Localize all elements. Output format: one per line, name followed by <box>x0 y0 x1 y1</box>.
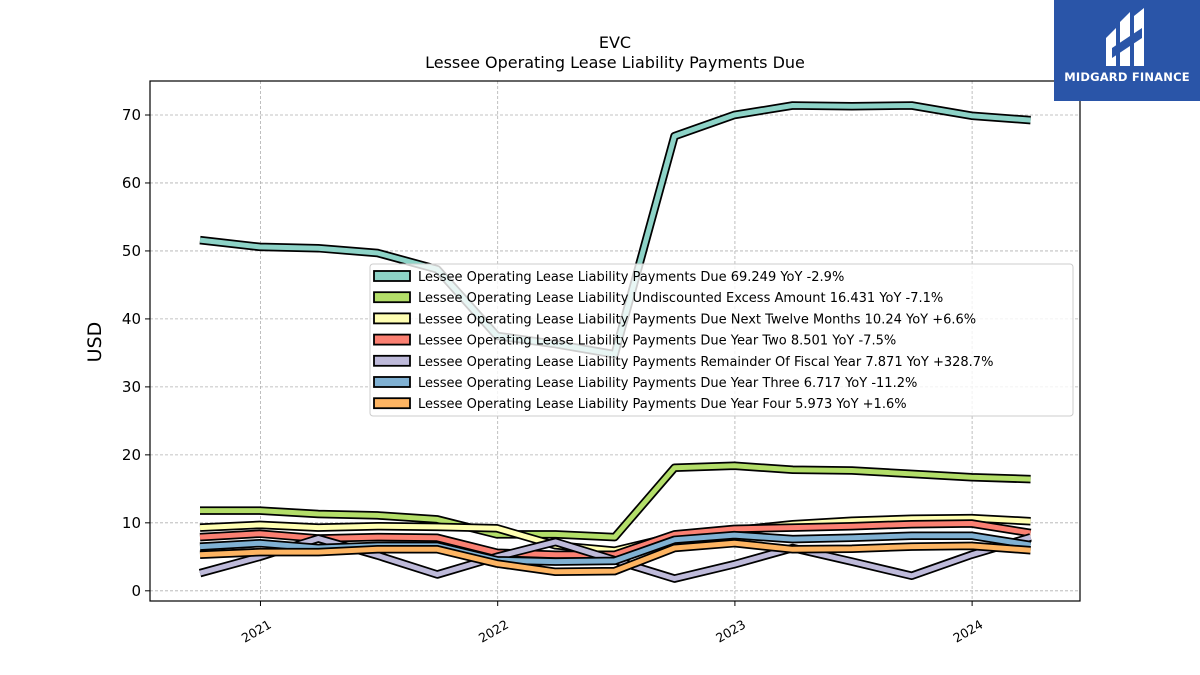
x-tick-label: 2021 <box>239 617 274 646</box>
legend: Lessee Operating Lease Liability Payment… <box>369 263 1074 417</box>
chart-subtitle: Lessee Operating Lease Liability Payment… <box>425 53 805 72</box>
legend-label: Lessee Operating Lease Liability Payment… <box>418 376 917 391</box>
series-line-fill <box>199 540 1031 575</box>
y-tick-label: 20 <box>122 446 141 464</box>
axes: 0 10 20 30 40 50 60 70 2021 2022 2023 2024 <box>122 106 986 646</box>
legend-item: Lessee Operating Lease Liability Undisco… <box>373 291 943 306</box>
legend-label: Lessee Operating Lease Liability Undisco… <box>418 291 943 306</box>
y-tick-label: 0 <box>131 582 141 600</box>
legend-swatch <box>373 397 411 410</box>
x-tick-label: 2023 <box>713 617 748 646</box>
legend-label: Lessee Operating Lease Liability Payment… <box>418 397 907 412</box>
series-line <box>199 538 1031 577</box>
series-line-fill <box>200 463 1031 540</box>
logo: MIDGARD FINANCE <box>1054 0 1200 101</box>
legend-label: Lessee Operating Lease Liability Payment… <box>418 355 993 370</box>
legend-item: Lessee Operating Lease Liability Payment… <box>373 312 976 327</box>
x-tick-label: 2024 <box>950 617 985 646</box>
legend-swatch <box>373 270 411 282</box>
y-tick-label: 40 <box>122 310 141 328</box>
legend-label: Lessee Operating Lease Liability Payment… <box>418 334 896 349</box>
series-line-fill <box>199 521 1031 558</box>
midgard-mark-icon <box>1106 8 1144 66</box>
legend-item: Lessee Operating Lease Liability Payment… <box>373 270 844 285</box>
y-axis-label: USD <box>84 322 106 363</box>
legend-box <box>369 263 1074 417</box>
y-tick-label: 60 <box>122 174 141 192</box>
chart-title: EVC <box>599 33 631 52</box>
legend-swatch <box>373 354 411 367</box>
legend-label: Lessee Operating Lease Liability Payment… <box>418 312 976 327</box>
legend-item: Lessee Operating Lease Liability Payment… <box>373 376 917 391</box>
legend-swatch <box>373 291 411 304</box>
legend-item: Lessee Operating Lease Liability Payment… <box>373 354 993 370</box>
legend-label: Lessee Operating Lease Liability Payment… <box>418 270 844 285</box>
plot-frame <box>149 80 1081 602</box>
logo-brand-text: MIDGARD FINANCE <box>1064 70 1190 84</box>
legend-item: Lessee Operating Lease Liability Payment… <box>373 333 896 349</box>
series-line <box>200 461 1031 542</box>
legend-item: Lessee Operating Lease Liability Payment… <box>373 397 907 412</box>
legend-swatch <box>373 333 411 346</box>
x-tick-label: 2022 <box>476 617 511 646</box>
y-tick-label: 10 <box>122 514 141 532</box>
legend-swatch <box>373 312 411 325</box>
y-tick-label: 50 <box>122 242 141 260</box>
series-line <box>199 519 1032 560</box>
y-tick-label: 70 <box>122 106 141 124</box>
y-tick-label: 30 <box>122 378 141 396</box>
legend-swatch <box>373 376 411 388</box>
